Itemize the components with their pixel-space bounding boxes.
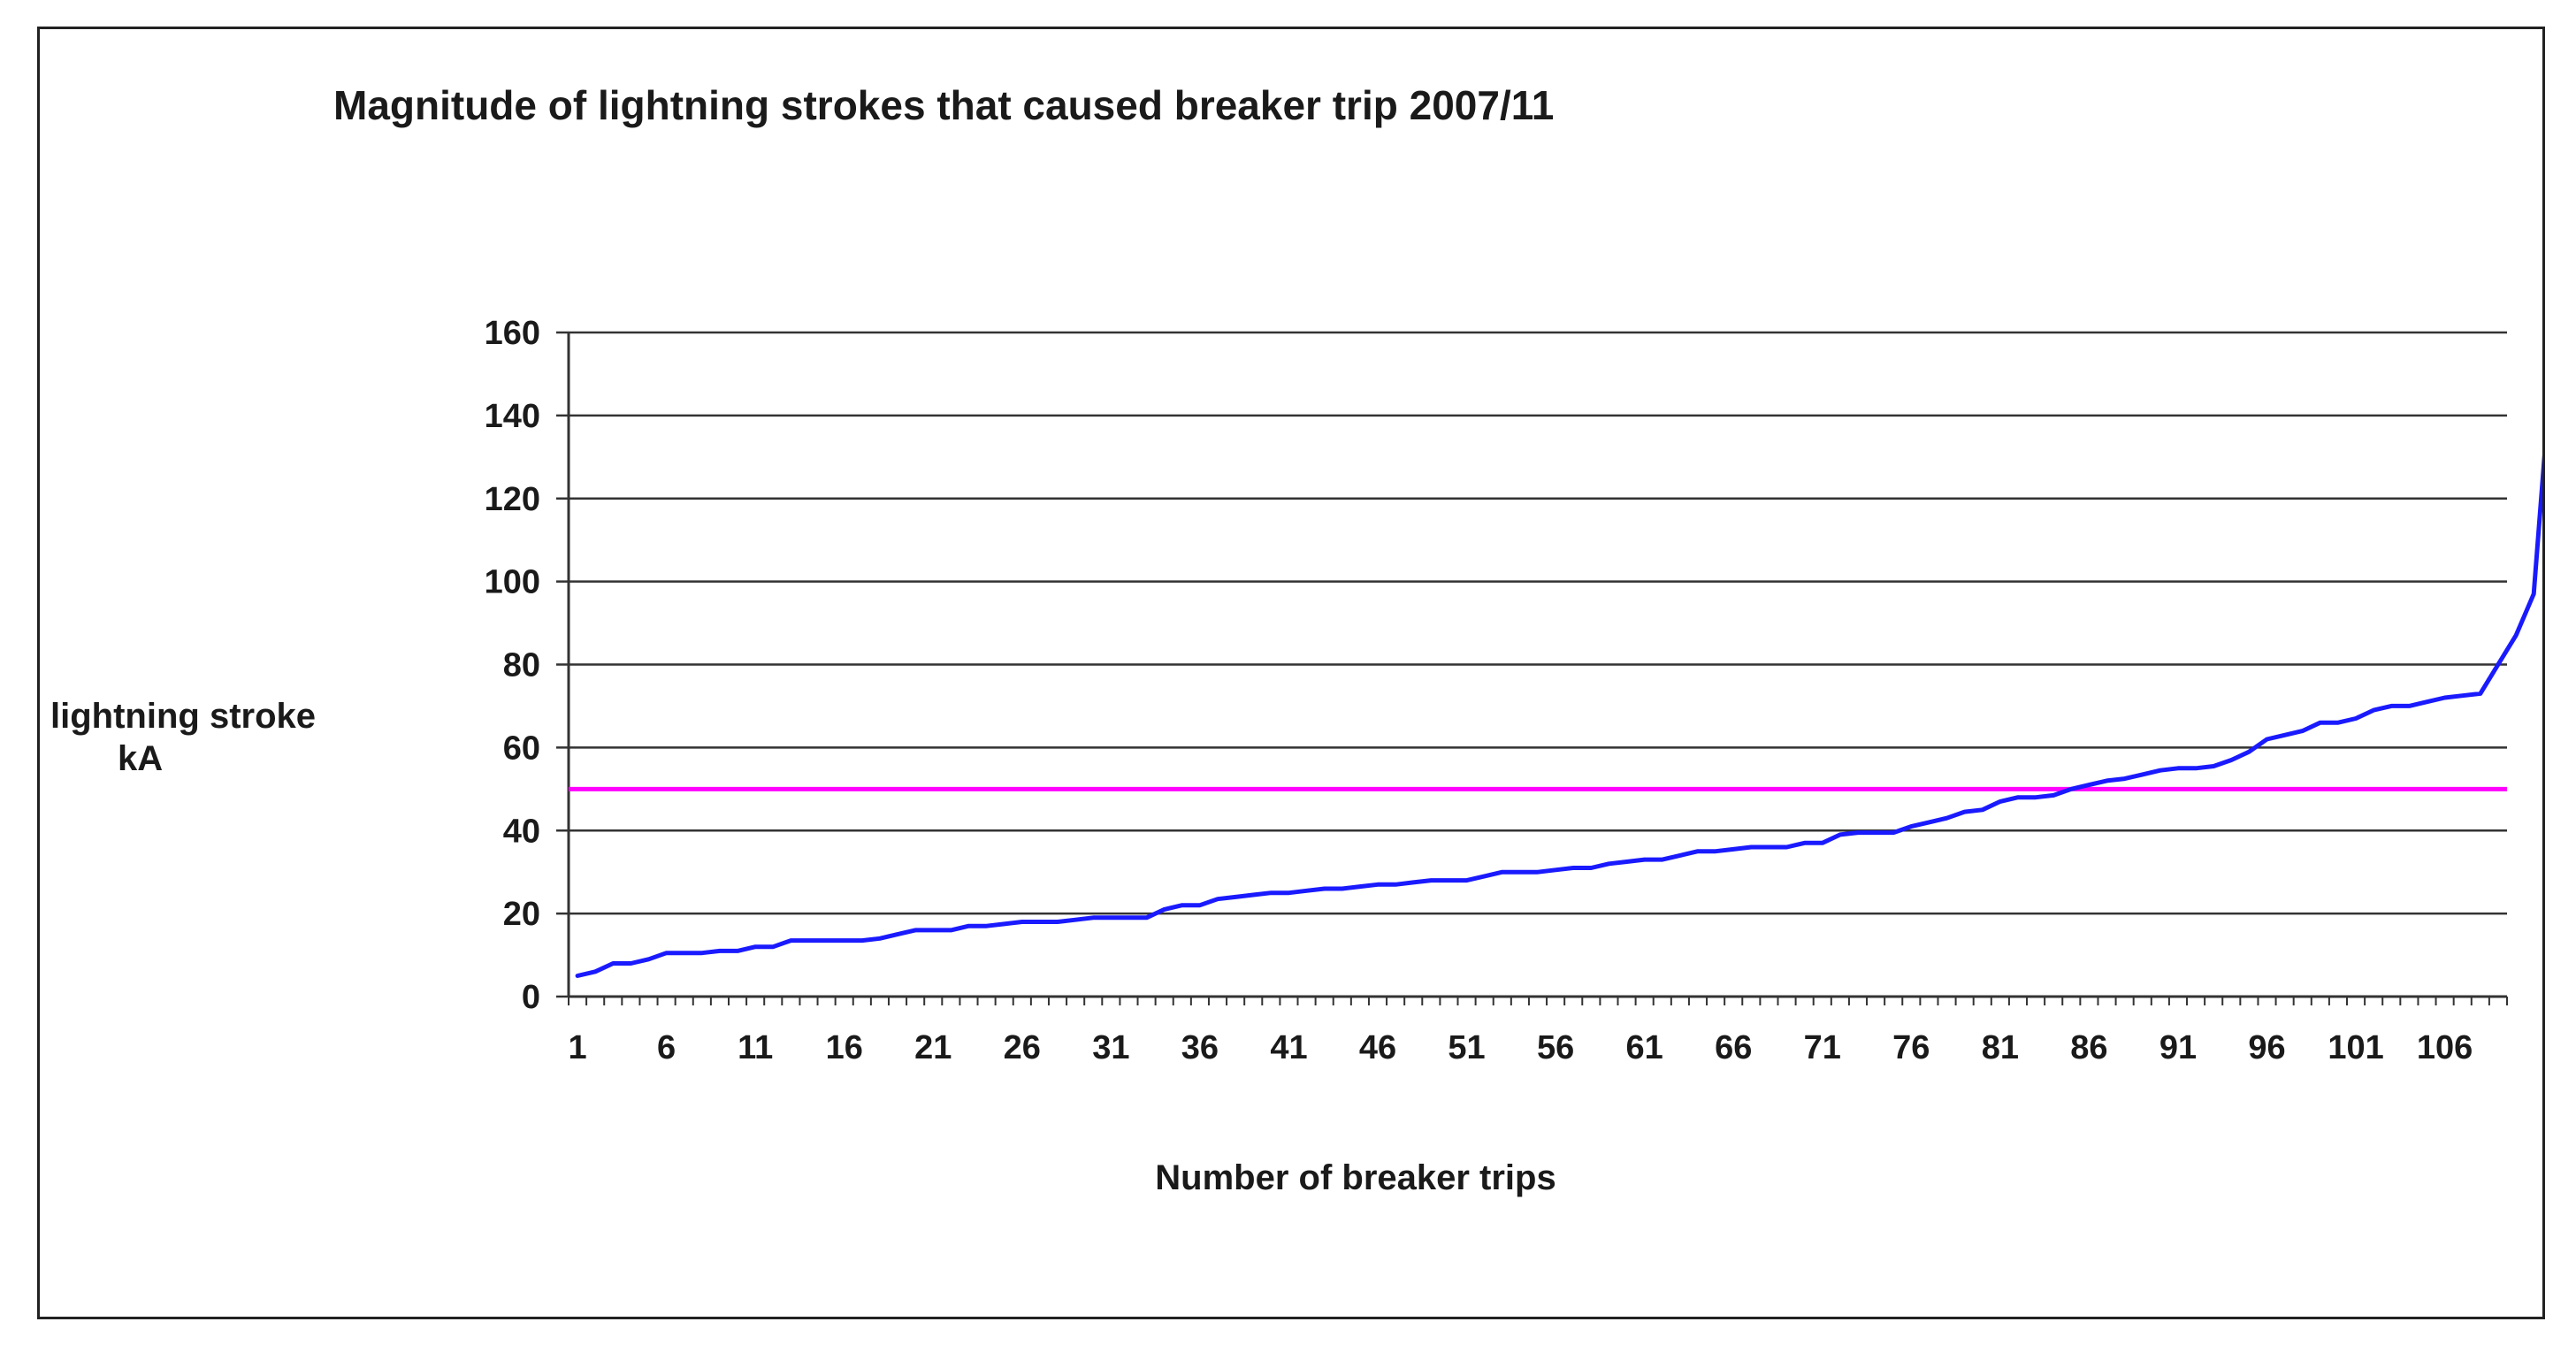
chart-title: Magnitude of lightning strokes that caus…: [333, 82, 1554, 128]
x-tick-label-21: 21: [914, 1029, 952, 1066]
series-line-lightning-stroke: [575, 454, 2542, 978]
y-tick-label-140: 140: [485, 398, 540, 435]
x-tick-label-31: 31: [1092, 1029, 1129, 1066]
x-tick-label-51: 51: [1448, 1029, 1485, 1066]
x-tick-label-71: 71: [1804, 1029, 1841, 1066]
series-layer: [569, 454, 2542, 978]
x-tick-label-76: 76: [1892, 1029, 1930, 1066]
gridlines: [569, 331, 2507, 915]
x-tick-label-36: 36: [1181, 1029, 1219, 1066]
x-tick-label-96: 96: [2248, 1029, 2285, 1066]
y-tick-label-160: 160: [485, 315, 540, 352]
chart-frame: Magnitude of lightning strokes that caus…: [37, 27, 2545, 1319]
x-tick-label-91: 91: [2159, 1029, 2197, 1066]
y-axis-label-line-1: lightning stroke: [50, 697, 316, 736]
x-tick-label-26: 26: [1004, 1029, 1041, 1066]
x-tick-label-11: 11: [738, 1029, 773, 1066]
x-axis-ticks: 1 6 11 16 21 26 31 36 41 46 51 56 61 66 71 76 81 86 91 96 10…: [568, 997, 2508, 1066]
x-tick-label-16: 16: [826, 1029, 863, 1066]
y-tick-label-60: 60: [503, 730, 540, 767]
y-axis-label-line-2: kA: [118, 739, 163, 778]
y-tick-label-0: 0: [522, 979, 540, 1016]
x-tick-label-86: 86: [2070, 1029, 2107, 1066]
x-tick-label-66: 66: [1715, 1029, 1752, 1066]
y-tick-label-80: 80: [503, 647, 540, 684]
y-tick-label-100: 100: [485, 564, 540, 601]
x-tick-label-101: 101: [2328, 1029, 2383, 1066]
x-tick-label-106: 106: [2417, 1029, 2473, 1066]
line-chart: Magnitude of lightning strokes that caus…: [50, 82, 2542, 1197]
x-axis-label: Number of breaker trips: [1155, 1158, 1556, 1197]
y-tick-label-120: 120: [485, 481, 540, 518]
x-tick-label-56: 56: [1537, 1029, 1574, 1066]
x-tick-label-81: 81: [1982, 1029, 2019, 1066]
y-tick-label-20: 20: [503, 896, 540, 933]
x-tick-label-6: 6: [657, 1029, 676, 1066]
y-tick-label-40: 40: [503, 813, 540, 850]
x-tick-label-61: 61: [1626, 1029, 1663, 1066]
x-tick-label-1: 1: [568, 1029, 586, 1066]
x-tick-label-46: 46: [1359, 1029, 1396, 1066]
x-tick-label-41: 41: [1270, 1029, 1307, 1066]
y-axis-ticks: 0 20 40 60 80 100 120 140 160: [485, 315, 569, 1016]
